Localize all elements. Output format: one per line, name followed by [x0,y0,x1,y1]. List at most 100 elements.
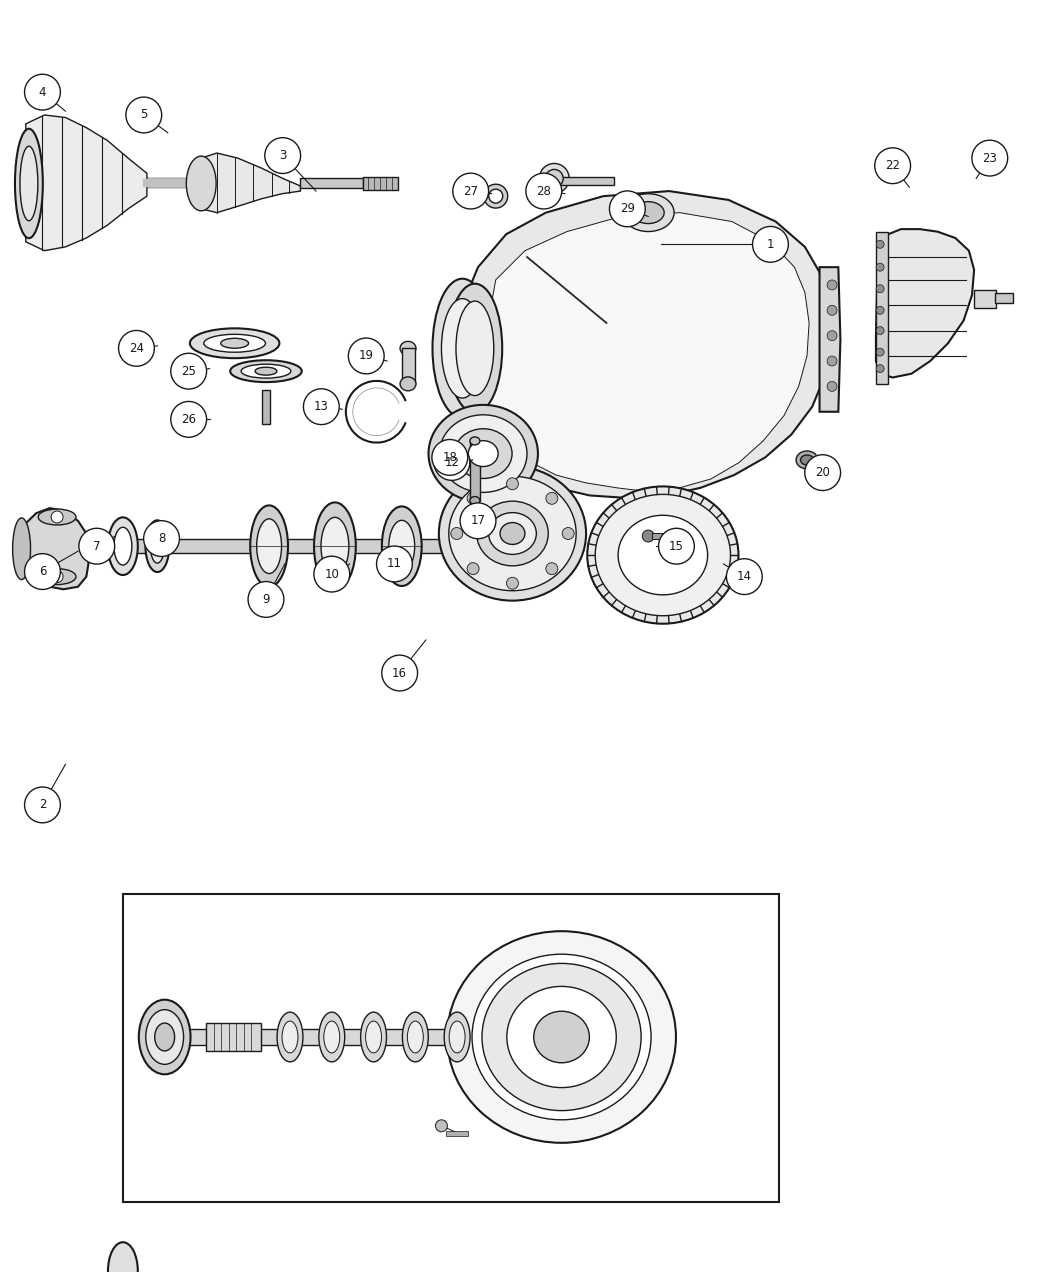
Ellipse shape [204,334,266,352]
Text: 7: 7 [93,539,101,552]
Text: 26: 26 [182,413,196,426]
Ellipse shape [15,129,43,238]
Ellipse shape [400,342,416,356]
Text: 1: 1 [766,238,774,251]
Text: 23: 23 [983,152,998,164]
Circle shape [545,170,563,187]
Ellipse shape [154,1023,174,1051]
Ellipse shape [447,931,676,1142]
Ellipse shape [470,437,480,445]
Ellipse shape [282,1021,298,1053]
Ellipse shape [447,283,502,413]
Circle shape [540,163,569,194]
Ellipse shape [433,279,492,418]
Bar [876,232,888,384]
Ellipse shape [448,477,576,590]
Circle shape [489,189,503,203]
Circle shape [248,581,284,617]
Ellipse shape [796,451,818,469]
Text: 10: 10 [324,567,339,580]
Circle shape [546,492,558,505]
Ellipse shape [190,329,279,358]
Ellipse shape [114,528,132,565]
Circle shape [804,455,841,491]
Bar [402,348,415,384]
Circle shape [875,148,910,184]
Circle shape [24,553,60,589]
Ellipse shape [632,201,665,223]
Text: 27: 27 [463,185,478,198]
Text: 17: 17 [470,514,485,528]
Bar [154,1029,533,1045]
Circle shape [434,445,469,481]
Ellipse shape [407,1021,423,1053]
Circle shape [314,556,350,592]
Ellipse shape [488,513,537,555]
Circle shape [827,330,837,340]
Ellipse shape [500,523,525,544]
Ellipse shape [449,1021,465,1053]
Text: 24: 24 [129,342,144,354]
Bar [974,289,996,307]
Circle shape [171,402,207,437]
Text: 5: 5 [140,108,147,121]
Circle shape [643,530,654,542]
Ellipse shape [242,365,291,379]
Text: 15: 15 [669,539,684,552]
Ellipse shape [482,964,642,1111]
Bar [652,533,680,539]
Text: 14: 14 [737,570,752,583]
Ellipse shape [439,467,586,601]
Text: 19: 19 [359,349,374,362]
Circle shape [876,326,884,334]
Ellipse shape [220,338,249,348]
Text: 16: 16 [392,667,407,680]
Ellipse shape [13,518,30,580]
Ellipse shape [323,1021,340,1053]
Polygon shape [820,268,840,412]
Circle shape [827,356,837,366]
Polygon shape [26,115,147,251]
Ellipse shape [455,428,512,478]
Ellipse shape [477,501,548,566]
Ellipse shape [186,156,216,210]
Ellipse shape [145,520,169,572]
Bar [81,539,457,553]
Text: 22: 22 [885,159,900,172]
Circle shape [79,528,114,564]
Circle shape [526,173,562,209]
Polygon shape [475,213,810,492]
Text: 29: 29 [620,203,635,215]
Ellipse shape [441,298,483,398]
Circle shape [460,502,496,539]
Circle shape [467,492,479,505]
Text: 18: 18 [442,451,457,464]
Ellipse shape [468,441,498,467]
Text: 6: 6 [39,565,46,578]
Circle shape [562,528,574,539]
Circle shape [827,381,837,391]
Ellipse shape [38,569,76,584]
Circle shape [119,330,154,366]
Text: 20: 20 [815,467,831,479]
Ellipse shape [472,954,651,1119]
Circle shape [484,184,508,208]
Polygon shape [876,230,974,377]
Circle shape [126,97,162,133]
Circle shape [303,389,339,425]
Ellipse shape [277,1012,303,1062]
Ellipse shape [314,502,356,590]
Circle shape [265,138,300,173]
Circle shape [876,348,884,356]
Ellipse shape [321,518,349,575]
Circle shape [546,562,558,575]
Circle shape [876,306,884,314]
Ellipse shape [400,377,416,391]
Ellipse shape [595,495,731,616]
Ellipse shape [108,1242,138,1275]
Bar [262,390,270,425]
Text: 9: 9 [262,593,270,606]
Circle shape [609,191,646,227]
Ellipse shape [146,1010,184,1065]
Ellipse shape [623,194,674,232]
